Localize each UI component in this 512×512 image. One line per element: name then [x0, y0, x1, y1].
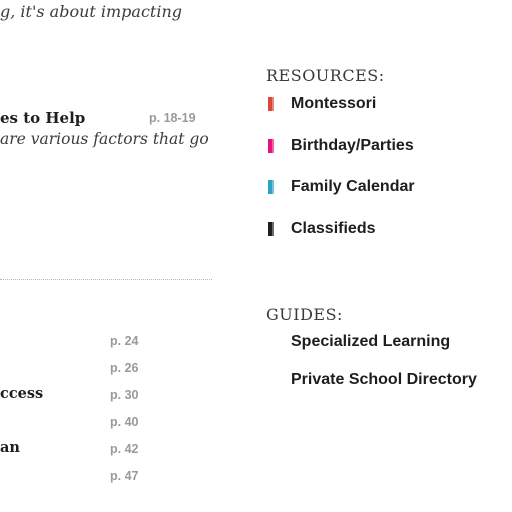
resources-heading: RESOURCES: — [266, 66, 385, 85]
montessori-color-swatch — [268, 97, 274, 111]
guides-heading: GUIDES: — [266, 305, 343, 324]
toc-item-page: p. 47 — [110, 469, 139, 483]
guide-link-private-school-directory[interactable]: Private School Directory — [291, 371, 477, 388]
resource-link-family-calendar[interactable]: Family Calendar — [291, 178, 415, 195]
classifieds-color-swatch — [268, 222, 274, 236]
resource-link-montessori[interactable]: Montessori — [291, 95, 377, 112]
feature-title[interactable]: es to Help — [0, 109, 86, 127]
toc-item-page: p. 26 — [110, 361, 139, 375]
section-divider — [0, 279, 212, 280]
intro-text: g, it's about impacting — [0, 2, 183, 21]
toc-item-page: p. 24 — [110, 334, 139, 348]
resource-link-birthday-parties[interactable]: Birthday/Parties — [291, 137, 414, 154]
toc-item-page: p. 30 — [110, 388, 139, 402]
resource-link-classifieds[interactable]: Classifieds — [291, 220, 376, 237]
toc-item-title[interactable]: an — [0, 439, 20, 456]
toc-item-title[interactable]: ccess — [0, 385, 44, 402]
family-calendar-color-swatch — [268, 180, 274, 194]
birthday-parties-color-swatch — [268, 139, 274, 153]
feature-description: are various factors that go — [0, 130, 209, 148]
feature-page: p. 18-19 — [149, 111, 196, 125]
toc-item-page: p. 42 — [110, 442, 139, 456]
guide-link-specialized-learning[interactable]: Specialized Learning — [291, 333, 451, 350]
toc-item-page: p. 40 — [110, 415, 139, 429]
